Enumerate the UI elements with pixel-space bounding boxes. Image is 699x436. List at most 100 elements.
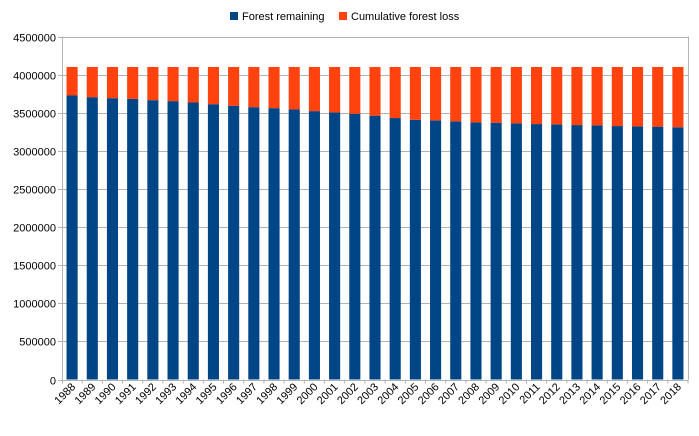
bar-cumulative-forest-loss-1991 — [127, 66, 139, 99]
bar-forest-remaining-2009 — [490, 122, 502, 380]
bar-forest-remaining-2002 — [349, 113, 361, 380]
x-tick-label: 2008 — [456, 381, 482, 407]
legend: Forest remaining Cumulative forest loss — [230, 11, 460, 23]
y-tick-label: 0 — [50, 376, 56, 388]
bar-cumulative-forest-loss-2010 — [510, 66, 522, 124]
bar-forest-remaining-2004 — [389, 118, 401, 380]
x-tick-label: 2016 — [618, 381, 644, 407]
y-tick-label: 1000000 — [13, 299, 56, 311]
x-tick-label: 2010 — [497, 381, 523, 407]
legend-swatch-forest-remaining — [230, 12, 238, 20]
bar-forest-remaining-2011 — [530, 124, 543, 380]
x-tick-label: 1992 — [133, 381, 159, 407]
bar-cumulative-forest-loss-2002 — [349, 66, 361, 114]
x-tick-label: 1990 — [93, 381, 119, 407]
legend-swatch-cumulative-forest-loss — [339, 12, 347, 20]
bar-cumulative-forest-loss-2009 — [490, 66, 502, 123]
bar-cumulative-forest-loss-2015 — [611, 66, 623, 127]
x-tick-label: 1991 — [113, 381, 139, 407]
bar-forest-remaining-1996 — [228, 105, 240, 380]
bar-cumulative-forest-loss-2011 — [530, 66, 543, 125]
bar-forest-remaining-2010 — [510, 123, 522, 380]
x-tick-label: 2015 — [598, 381, 624, 407]
bar-cumulative-forest-loss-1995 — [207, 66, 220, 105]
x-tick-label: 1997 — [234, 381, 260, 407]
bar-cumulative-forest-loss-2014 — [591, 66, 603, 126]
bar-forest-remaining-2015 — [611, 126, 623, 380]
x-tick-label: 2011 — [517, 381, 542, 406]
bar-forest-remaining-2001 — [329, 112, 341, 380]
x-tick-label: 1988 — [52, 381, 78, 407]
y-tick-label: 500000 — [19, 337, 56, 349]
x-tick-label: 2006 — [416, 381, 442, 407]
bar-cumulative-forest-loss-1988 — [66, 66, 78, 96]
x-tick-label: 2004 — [376, 381, 402, 407]
bar-forest-remaining-2012 — [551, 124, 563, 380]
bar-forest-remaining-1997 — [248, 107, 260, 380]
x-tick-label: 1993 — [153, 381, 179, 407]
x-tick-label: 2014 — [577, 381, 603, 407]
bar-cumulative-forest-loss-2013 — [571, 66, 583, 126]
bar-cumulative-forest-loss-1989 — [86, 66, 98, 98]
x-tick-label: 1999 — [275, 381, 301, 407]
bar-cumulative-forest-loss-1992 — [147, 66, 159, 101]
bar-forest-remaining-1999 — [288, 109, 300, 380]
y-tick-label: 3500000 — [13, 109, 56, 121]
bar-forest-remaining-1990 — [106, 98, 119, 380]
bar-cumulative-forest-loss-1996 — [228, 66, 240, 106]
bar-forest-remaining-1992 — [147, 100, 159, 380]
bar-forest-remaining-2016 — [631, 126, 644, 380]
bar-forest-remaining-2006 — [430, 120, 442, 380]
bar-cumulative-forest-loss-2004 — [389, 66, 401, 119]
x-tick-label: 2017 — [638, 381, 664, 407]
bar-cumulative-forest-loss-1994 — [187, 66, 199, 103]
bar-cumulative-forest-loss-2017 — [652, 66, 664, 127]
x-tick-label: 2007 — [436, 381, 462, 407]
bar-cumulative-forest-loss-2006 — [430, 66, 442, 121]
bar-cumulative-forest-loss-2003 — [369, 66, 381, 116]
x-tick-label: 2002 — [335, 381, 361, 407]
bar-cumulative-forest-loss-1993 — [167, 66, 179, 102]
bar-forest-remaining-2008 — [470, 122, 482, 380]
bar-forest-remaining-1988 — [66, 95, 78, 380]
bar-forest-remaining-1995 — [207, 104, 220, 380]
legend-label-forest-remaining: Forest remaining — [242, 11, 325, 23]
x-tick-label: 2003 — [355, 381, 381, 407]
x-tick-label: 2018 — [658, 381, 684, 407]
x-tick-label: 1989 — [73, 381, 99, 407]
x-tick-label: 2009 — [476, 381, 502, 407]
bar-forest-remaining-2013 — [571, 125, 583, 380]
bar-forest-remaining-2014 — [591, 125, 603, 380]
bar-forest-remaining-1991 — [127, 98, 139, 380]
x-tick-label: 2013 — [557, 381, 583, 407]
x-tick-label: 1996 — [214, 381, 240, 407]
bar-cumulative-forest-loss-2008 — [470, 66, 482, 123]
x-tick-label: 2012 — [537, 381, 563, 407]
bar-forest-remaining-1998 — [268, 108, 280, 380]
bar-cumulative-forest-loss-1997 — [248, 66, 260, 108]
bar-forest-remaining-2005 — [409, 119, 421, 380]
bar-forest-remaining-2007 — [450, 121, 462, 380]
legend-label-cumulative-forest-loss: Cumulative forest loss — [351, 11, 460, 23]
bar-forest-remaining-2000 — [308, 111, 320, 380]
y-tick-label: 3000000 — [13, 147, 56, 159]
bar-cumulative-forest-loss-2005 — [409, 66, 421, 120]
bar-cumulative-forest-loss-1999 — [288, 66, 300, 110]
bar-forest-remaining-2003 — [369, 115, 381, 380]
bar-forest-remaining-2018 — [672, 127, 684, 380]
bar-forest-remaining-2017 — [652, 126, 664, 380]
bar-cumulative-forest-loss-2007 — [450, 66, 462, 122]
bar-forest-remaining-1994 — [187, 102, 199, 380]
y-tick-label: 1500000 — [13, 261, 56, 273]
bar-forest-remaining-1989 — [86, 97, 98, 380]
bar-cumulative-forest-loss-2012 — [551, 66, 563, 125]
x-tick-label: 2000 — [295, 381, 321, 407]
bar-forest-remaining-1993 — [167, 101, 179, 380]
x-tick-label: 1998 — [254, 381, 280, 407]
x-tick-label: 1995 — [194, 381, 220, 407]
x-tick-label: 2005 — [396, 381, 422, 407]
y-tick-label: 4000000 — [13, 71, 56, 83]
bar-cumulative-forest-loss-2001 — [329, 66, 341, 113]
bar-cumulative-forest-loss-1998 — [268, 66, 280, 109]
y-tick-label: 2500000 — [13, 185, 56, 197]
